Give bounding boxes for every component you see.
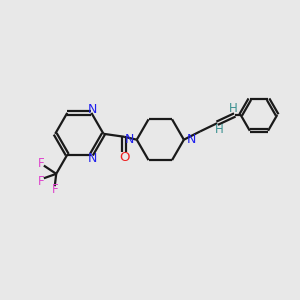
Text: O: O bbox=[119, 151, 129, 164]
Text: N: N bbox=[88, 103, 98, 116]
Text: H: H bbox=[229, 102, 238, 115]
Text: N: N bbox=[187, 133, 196, 146]
Text: H: H bbox=[215, 123, 224, 136]
Text: F: F bbox=[38, 175, 45, 188]
Text: F: F bbox=[38, 157, 45, 170]
Text: F: F bbox=[51, 183, 58, 196]
Text: N: N bbox=[88, 152, 98, 165]
Text: N: N bbox=[124, 133, 134, 146]
